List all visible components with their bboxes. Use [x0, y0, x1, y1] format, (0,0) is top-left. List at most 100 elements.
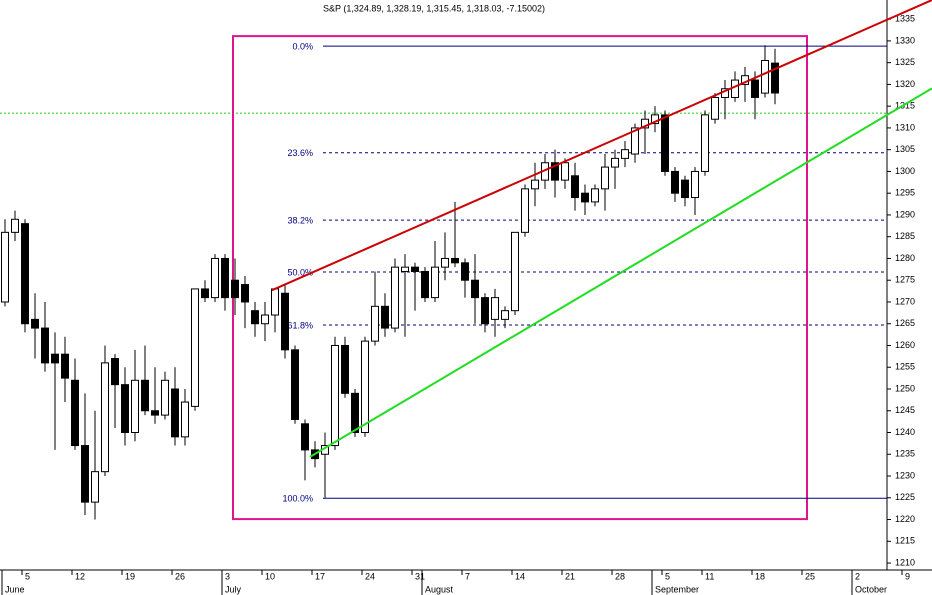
x-tick-label: 25 — [805, 571, 815, 581]
fib-label: 61.8% — [287, 320, 313, 330]
y-tick-label: 1315 — [895, 101, 915, 111]
candle-body — [411, 266, 419, 273]
candle-body — [161, 379, 169, 416]
candle-body — [121, 384, 129, 434]
candle-body — [371, 305, 379, 342]
y-tick-label: 1230 — [895, 470, 915, 480]
candle-body — [351, 392, 359, 434]
y-tick-label: 1310 — [895, 122, 915, 132]
candle-body — [261, 314, 269, 325]
fib-label: 0.0% — [292, 41, 313, 51]
candle-body — [151, 410, 159, 416]
candle-body — [591, 188, 599, 203]
candle-body — [451, 257, 459, 264]
candle-body — [241, 284, 249, 303]
candle-body — [101, 362, 109, 473]
candle-body — [681, 179, 689, 199]
candle-body — [751, 79, 759, 98]
y-tick-label: 1280 — [895, 253, 915, 263]
candle-body — [711, 96, 719, 120]
candle-body — [381, 305, 389, 329]
y-tick-label: 1260 — [895, 340, 915, 350]
candle-body — [361, 340, 369, 434]
candle-body — [181, 401, 189, 438]
candle-body — [441, 257, 449, 268]
x-tick-label: 2 — [855, 571, 860, 581]
x-tick-label: 14 — [515, 571, 525, 581]
candle-body — [481, 297, 489, 325]
candle-body — [171, 388, 179, 438]
candle-body — [71, 379, 79, 447]
candle-body — [421, 271, 429, 299]
candle-body — [401, 266, 409, 273]
y-tick-label: 1305 — [895, 144, 915, 154]
x-tick-label: 5 — [665, 571, 670, 581]
candle-body — [221, 257, 229, 299]
candle-body — [61, 353, 69, 379]
trendline — [309, 87, 932, 458]
y-tick-label: 1275 — [895, 275, 915, 285]
x-tick-label: 12 — [75, 571, 85, 581]
y-tick-label: 1245 — [895, 405, 915, 415]
x-tick-label: 18 — [755, 571, 765, 581]
candle-body — [1, 231, 9, 303]
fib-label: 23.6% — [287, 148, 313, 158]
month-label: October — [855, 584, 887, 594]
candle-body — [461, 262, 469, 281]
candle-body — [191, 288, 199, 407]
y-tick-label: 1270 — [895, 296, 915, 306]
x-tick-label: 31 — [415, 571, 425, 581]
candle-body — [91, 471, 99, 503]
trendline — [271, 0, 932, 292]
candle-body — [671, 170, 679, 194]
y-tick-label: 1325 — [895, 57, 915, 67]
candle-body — [621, 149, 629, 159]
x-tick-label: 7 — [465, 571, 470, 581]
y-tick-label: 1220 — [895, 514, 915, 524]
fib-label: 50.0% — [287, 267, 313, 277]
candle-body — [111, 358, 119, 386]
x-tick-label: 3 — [225, 571, 230, 581]
candle-body — [501, 310, 509, 320]
y-tick-label: 1330 — [895, 35, 915, 45]
candle-body — [231, 279, 239, 299]
x-tick-label: 26 — [175, 571, 185, 581]
y-tick-label: 1295 — [895, 188, 915, 198]
y-tick-label: 1320 — [895, 79, 915, 89]
candle-body — [611, 157, 619, 168]
candle-body — [41, 327, 49, 364]
candle-body — [281, 292, 289, 351]
y-tick-label: 1235 — [895, 449, 915, 459]
y-tick-label: 1290 — [895, 209, 915, 219]
candle-body — [81, 445, 89, 503]
candle-body — [211, 257, 219, 299]
month-label: June — [5, 584, 25, 594]
x-tick-label: 9 — [905, 571, 910, 581]
candle-body — [661, 114, 669, 172]
y-tick-label: 1255 — [895, 362, 915, 372]
month-label: July — [225, 584, 242, 594]
candle-body — [291, 349, 299, 420]
month-label: August — [425, 584, 454, 594]
y-tick-label: 1285 — [895, 231, 915, 241]
x-tick-label: 17 — [315, 571, 325, 581]
candle-body — [251, 310, 259, 325]
y-tick-label: 1300 — [895, 166, 915, 176]
candle-body — [31, 318, 39, 329]
candle-body — [551, 162, 559, 181]
y-tick-label: 1250 — [895, 383, 915, 393]
candle-body — [491, 297, 499, 320]
candle-body — [531, 179, 539, 190]
x-tick-label: 11 — [705, 571, 714, 581]
candle-body — [131, 379, 139, 434]
candle-body — [701, 114, 709, 172]
candle-body — [141, 379, 149, 412]
x-tick-label: 5 — [25, 571, 30, 581]
candle-body — [21, 223, 29, 325]
fib-label: 38.2% — [287, 216, 313, 226]
x-tick-label: 19 — [125, 571, 135, 581]
fib-label: 100.0% — [282, 494, 313, 504]
y-tick-label: 1335 — [895, 14, 915, 24]
